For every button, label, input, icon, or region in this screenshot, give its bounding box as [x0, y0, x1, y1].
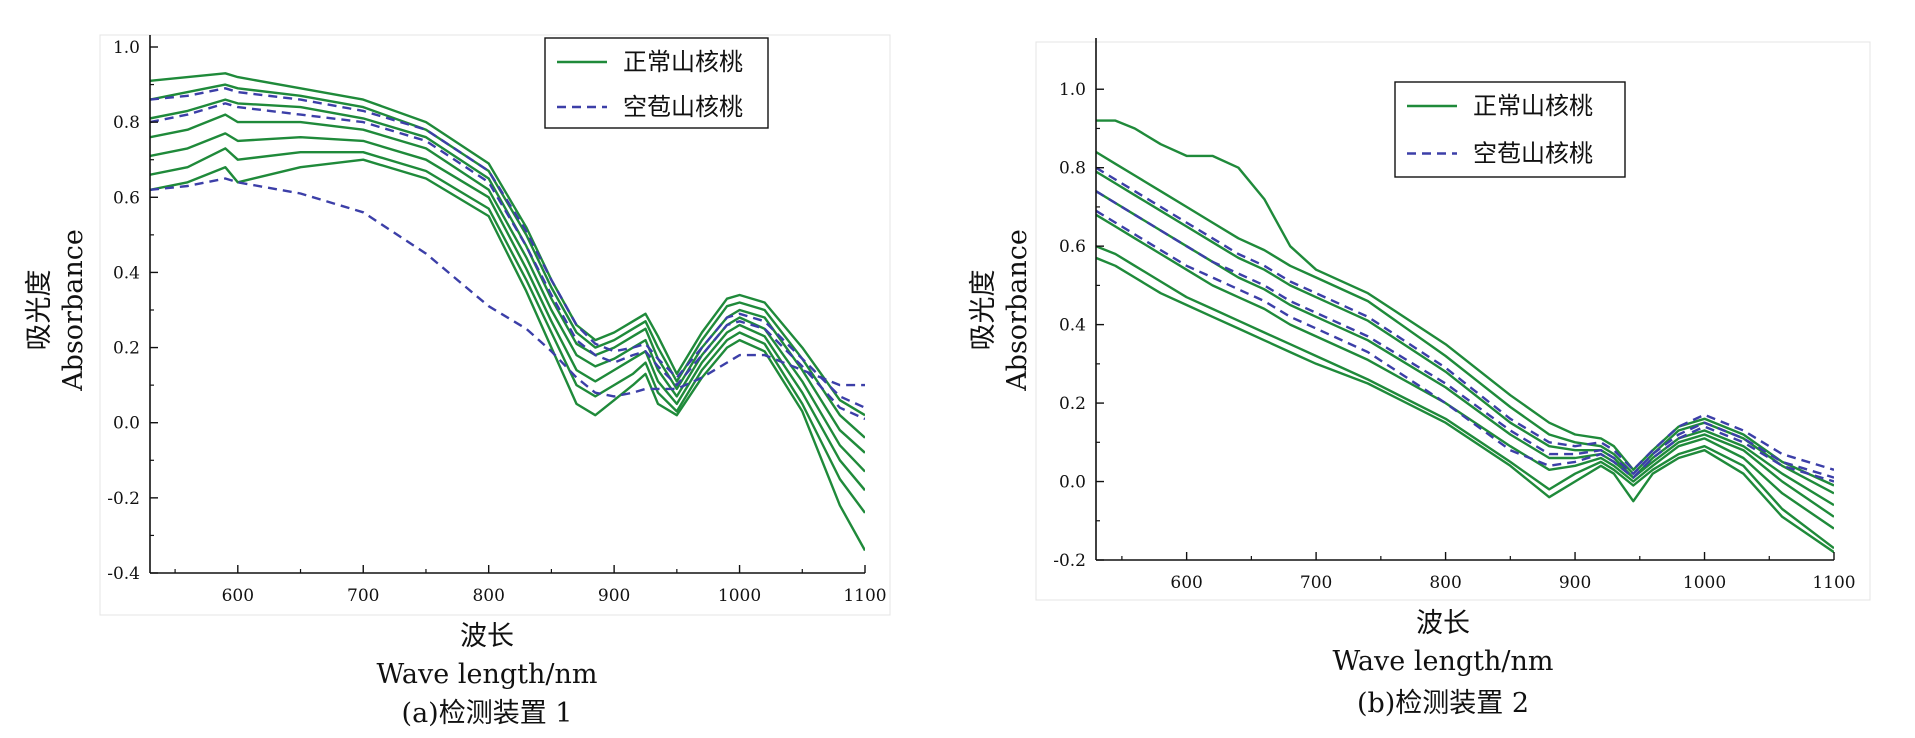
series-line-normal — [1096, 256, 1834, 554]
figure-frame — [99, 34, 891, 616]
series-line-normal — [150, 72, 865, 417]
x-tick-label: 600 — [222, 586, 254, 606]
legend-box — [544, 37, 769, 129]
x-axis-title-cn: 波长 — [460, 621, 514, 652]
chart-a: -0.4 -0.2 0.0 0.2 0.4 0.6 0.8 1.0 600 700 800 900 10… — [24, 34, 891, 729]
x-tick-label: 700 — [1300, 573, 1332, 593]
series-line-empty — [1096, 209, 1834, 483]
legend-box — [1394, 81, 1626, 178]
y-tick-label: 0.6 — [1059, 237, 1086, 257]
series-line-normal — [1096, 245, 1834, 550]
x-tick-label: 1000 — [1683, 573, 1726, 593]
y-tick-label: 0.2 — [1059, 394, 1086, 414]
series-line-empty — [1096, 190, 1834, 479]
series-line-empty — [150, 102, 865, 421]
series-line-empty — [150, 87, 865, 409]
series-group — [150, 72, 865, 552]
y-tick-label: 0.0 — [1059, 473, 1086, 493]
y-axis-title-en: Absorbance — [1002, 229, 1033, 392]
x-tick-label: 900 — [1559, 573, 1591, 593]
x-tick-label: 900 — [598, 586, 630, 606]
y-axis-title: 吸光度 Absorbance — [24, 229, 89, 392]
series-line-normal — [1096, 150, 1834, 495]
x-axis-title-en: Wave length/nm — [1333, 646, 1554, 677]
y-tick-label: 0.8 — [113, 113, 140, 133]
series-line-empty — [150, 177, 865, 398]
x-tick-label: 1100 — [1812, 573, 1855, 593]
y-tick-label: 0.8 — [1059, 159, 1086, 179]
x-tick-label: 1000 — [718, 586, 761, 606]
x-tick-label: 800 — [472, 586, 504, 606]
series-line-normal — [1096, 190, 1834, 518]
figure-frame — [1035, 41, 1871, 601]
x-tick-label: 800 — [1429, 573, 1461, 593]
series-line-normal — [150, 158, 865, 552]
legend-label: 空苞山核桃 — [1473, 140, 1593, 168]
series-line-empty — [1096, 166, 1834, 471]
series-line-normal — [150, 147, 865, 514]
y-tick-label: 0.4 — [113, 263, 140, 283]
legend-label: 正常山核桃 — [623, 48, 743, 76]
y-tick-label: -0.2 — [107, 489, 140, 509]
x-tick-label: 700 — [347, 586, 379, 606]
y-tick-label: 0.6 — [113, 188, 140, 208]
y-tick-label: 0.2 — [113, 339, 140, 359]
y-tick-label: 1.0 — [1059, 80, 1086, 100]
y-axis-title-cn: 吸光度 — [968, 270, 999, 351]
y-tick-label: 0.4 — [1059, 316, 1086, 336]
y-tick-label: -0.4 — [107, 564, 140, 584]
chart-caption: (b)检测装置 2 — [1357, 688, 1529, 719]
y-axis-title-en: Absorbance — [58, 229, 89, 392]
series-line-normal — [1096, 213, 1834, 530]
series-group — [1096, 119, 1834, 554]
legend-label: 正常山核桃 — [1473, 92, 1593, 120]
x-tick-label: 1100 — [843, 586, 886, 606]
x-axis-title-en: Wave length/nm — [377, 659, 598, 690]
y-axis-title-cn: 吸光度 — [24, 270, 55, 351]
chart-caption: (a)检测装置 1 — [402, 698, 573, 729]
y-axis-title: 吸光度 Absorbance — [968, 229, 1033, 392]
legend-label: 空苞山核桃 — [623, 93, 743, 121]
x-axis-title-cn: 波长 — [1416, 608, 1470, 639]
y-tick-label: 1.0 — [113, 38, 140, 58]
series-line-normal — [150, 98, 865, 454]
series-line-normal — [150, 132, 865, 492]
y-tick-label: -0.2 — [1053, 551, 1086, 571]
y-tick-label: 0.0 — [113, 414, 140, 434]
series-line-normal — [150, 113, 865, 473]
chart-b: -0.2 0.0 0.2 0.4 0.6 0.8 1.0 600 700 800 900 1000 11… — [968, 38, 1871, 719]
series-line-normal — [150, 83, 865, 439]
x-tick-label: 600 — [1170, 573, 1202, 593]
